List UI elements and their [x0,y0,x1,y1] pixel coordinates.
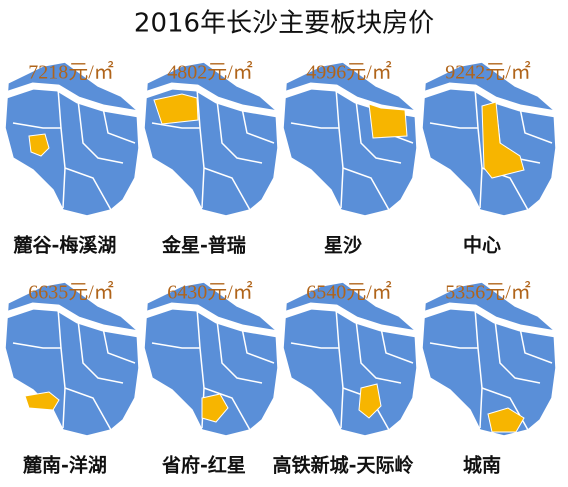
price-label: 7218元/㎡ [28,60,114,84]
highlight-area [481,101,525,179]
highlight-area [153,93,199,125]
highlight-area [487,407,525,433]
price-label: 6635元/㎡ [28,280,114,304]
highlight-area [368,103,408,139]
highlight-area [28,133,50,157]
district-name: 中心 [463,234,501,257]
district-name: 金星-普瑞 [161,234,246,257]
district-name: 省府-红星 [161,454,246,477]
district-map [142,62,278,216]
district-name: 城南 [463,454,501,477]
highlight-area [201,393,229,423]
price-label: 4802元/㎡ [167,60,253,84]
district-map [420,282,556,436]
district-map [3,282,139,436]
price-label: 6430元/㎡ [167,280,253,304]
title: 2016年长沙主要板块房价 [134,9,434,39]
price-label: 6540元/㎡ [306,280,392,304]
price-label: 4996元/㎡ [306,60,392,84]
district-name: 高铁新城-天际岭 [273,454,414,477]
highlight-area [24,391,60,411]
district-name: 星沙 [324,235,362,257]
price-label: 9242元/㎡ [445,60,531,84]
price-label: 5356元/㎡ [445,280,531,304]
district-name: 麓南-洋湖 [23,454,107,477]
district-map [3,62,139,216]
district-name: 麓谷-梅溪湖 [14,234,117,257]
highlight-area [358,383,382,419]
district-map [281,282,417,436]
district-map [281,62,417,216]
